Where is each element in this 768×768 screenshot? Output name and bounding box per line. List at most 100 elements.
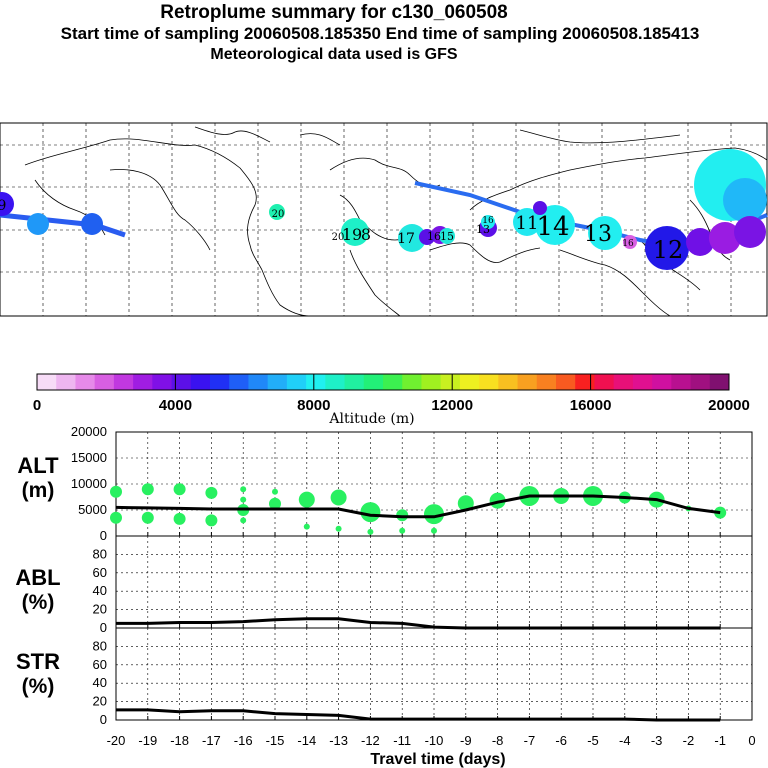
- panel-alt: 0 5000 10000 15000 20000 ALT(m): [17, 424, 753, 543]
- colorbar-tick-label: 0: [33, 397, 41, 414]
- colorbar-tick-labels: 0 4000 8000 12000 16000 20000: [33, 374, 750, 414]
- chart-title: Retroplume summary for c130_060508: [160, 2, 508, 23]
- marker-cluster: [645, 226, 689, 270]
- marker-cluster: [723, 178, 767, 222]
- marker-cluster: [341, 218, 369, 246]
- trajectory-label: 8: [361, 225, 371, 244]
- trajectory-label: 13: [476, 223, 490, 236]
- y-tick-label: 60: [93, 657, 107, 672]
- marker-cluster: [439, 228, 455, 244]
- x-tick-label: -10: [425, 733, 444, 748]
- colorbar-swatch: [56, 374, 76, 390]
- colorbar-tick-label: 16000: [570, 397, 612, 414]
- marker-cluster: [0, 192, 14, 216]
- altitude-cluster-point: [110, 511, 122, 524]
- colorbar-swatch: [248, 374, 269, 390]
- altitude-cluster-point: [298, 491, 315, 508]
- colorbar-swatch: [267, 374, 288, 390]
- colorbar-swatch: [37, 374, 57, 390]
- x-tick-label: -16: [234, 733, 253, 748]
- altitude-cluster-point: [269, 497, 281, 510]
- met-data-label: Meteorological data used is GFS: [210, 46, 458, 63]
- panel-str: 0 20 40 60 80 STR(%): [16, 627, 753, 727]
- y-tick-label: 5000: [78, 502, 107, 517]
- trajectory-label: 17: [397, 231, 415, 247]
- x-tick-label: -9: [460, 733, 472, 748]
- trajectory-label: 11: [516, 213, 539, 234]
- colorbar-swatch: [421, 374, 442, 390]
- marker-cluster: [686, 228, 714, 256]
- x-tick-label: -4: [619, 733, 631, 748]
- altitude-cluster-point: [205, 486, 218, 499]
- colorbar-tick-label: 12000: [431, 397, 473, 414]
- colorbar-swatch: [75, 374, 96, 390]
- trajectory-label: 19: [342, 225, 362, 244]
- colorbar-swatch: [286, 374, 307, 390]
- y-tick-label: 0: [100, 528, 107, 543]
- y-tick-label: 0: [100, 712, 107, 727]
- x-tick-label: -7: [524, 733, 536, 748]
- marker-cluster: [588, 216, 622, 250]
- altitude-cluster-point: [303, 523, 310, 530]
- sampling-times: Start time of sampling 20060508.185350 E…: [60, 24, 700, 43]
- trajectory-label: 16: [427, 230, 441, 243]
- x-tick-label: -6: [555, 733, 567, 748]
- colorbar-swatch: [229, 374, 249, 390]
- colorbar-swatch: [613, 374, 634, 390]
- marker-cluster: [533, 201, 547, 215]
- altitude-cluster-point: [240, 496, 247, 503]
- altitude-cluster-point: [399, 527, 406, 534]
- colorbar-swatch: [344, 374, 365, 390]
- trajectory-label: 16: [622, 239, 634, 249]
- y-tick-label: 40: [93, 583, 107, 598]
- y-tick-label: 0: [100, 620, 107, 635]
- x-tick-label: -11: [393, 733, 411, 748]
- altitude-cluster-point: [205, 514, 218, 527]
- x-tick-label: -14: [297, 733, 316, 748]
- marker-cluster: [398, 224, 426, 252]
- altitude-cluster-point: [272, 488, 278, 495]
- trajectory-label: 16: [482, 216, 494, 226]
- y-tick-label: 20000: [71, 424, 107, 439]
- trajectory-label: 15: [440, 230, 454, 243]
- altitude-cluster-point: [141, 483, 154, 496]
- trajectory-label: 14: [536, 212, 569, 242]
- altitude-cluster-point: [367, 528, 374, 535]
- colorbar-tick-label: 8000: [297, 397, 330, 414]
- panel-label: STR: [16, 649, 60, 674]
- altitude-cluster-point: [330, 489, 347, 506]
- marker-cluster: [734, 216, 766, 248]
- colorbar-swatch: [652, 374, 672, 390]
- x-tick-label: 0: [748, 733, 755, 748]
- x-tick-label: -12: [361, 733, 380, 748]
- panel-abl: 0 20 40 60 80 ABL(%): [15, 535, 753, 635]
- trajectory-label: 20: [332, 232, 345, 243]
- x-tick-label: -20: [107, 733, 126, 748]
- altitude-cluster-point: [173, 512, 186, 525]
- x-tick-label: -5: [587, 733, 599, 748]
- marker-cluster: [709, 222, 741, 254]
- y-tick-label: 40: [93, 675, 107, 690]
- x-tick-label: -2: [683, 733, 695, 748]
- colorbar-swatch: [556, 374, 576, 390]
- colorbar-swatch: [671, 374, 692, 390]
- colorbar-swatch: [383, 374, 403, 390]
- colorbar-swatch: [517, 374, 538, 390]
- colorbar-swatch: [94, 374, 115, 390]
- colorbar-swatch: [325, 374, 346, 390]
- x-tick-label: -15: [266, 733, 285, 748]
- panel-units: (m): [22, 479, 55, 502]
- marker-cluster: [481, 215, 495, 229]
- marker-cluster: [27, 213, 49, 235]
- colorbar-swatch: [479, 374, 499, 390]
- trajectory-label: 9: [0, 198, 6, 214]
- altitude-cluster-point: [424, 504, 444, 525]
- marker-cluster: [81, 213, 103, 235]
- abl-fraction-line: [116, 617, 721, 630]
- panel-units: (%): [22, 591, 55, 614]
- colorbar-swatch: [575, 374, 595, 390]
- colorbar-swatch: [632, 374, 653, 390]
- altitude-cluster-point: [431, 527, 437, 534]
- colorbar-tick-label: 4000: [159, 397, 192, 414]
- altitude-cluster-point: [141, 511, 154, 524]
